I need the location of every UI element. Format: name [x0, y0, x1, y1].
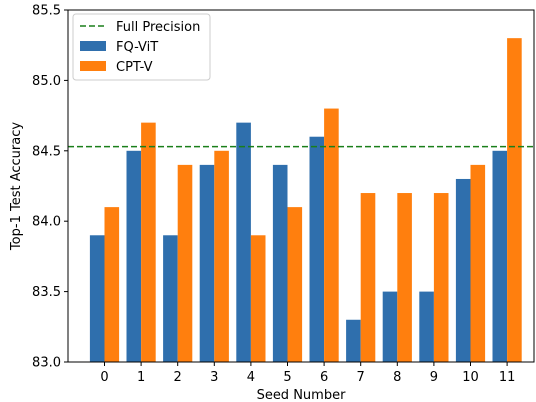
x-tick-label: 4: [247, 370, 255, 385]
fq-vit-bar: [346, 319, 361, 362]
fq-vit-bar: [272, 164, 288, 362]
x-tick-label: 10: [462, 370, 479, 385]
cpt-v-bar: [360, 193, 376, 362]
fq-vit-bar: [492, 150, 508, 362]
cpt-v-bar: [397, 193, 412, 362]
fq-vit-bar: [419, 291, 434, 362]
cpt-v-bar: [177, 164, 193, 362]
x-tick-label: 0: [100, 370, 108, 385]
fq-vit-bar: [89, 235, 105, 362]
x-tick-label: 1: [137, 370, 145, 385]
fq-vit-bar: [382, 291, 398, 362]
x-tick-label: 11: [499, 370, 516, 385]
x-tick-label: 8: [393, 370, 401, 385]
fq-vit-bar: [236, 122, 251, 362]
y-tick-label: 84.5: [32, 144, 61, 159]
legend-swatch-fq-vit: [80, 41, 106, 51]
cpt-v-bar: [141, 122, 156, 362]
y-tick-label: 83.5: [32, 285, 61, 300]
fq-vit-bar: [126, 150, 142, 362]
legend-label-full-precision: Full Precision: [116, 20, 200, 35]
y-axis-label: Top-1 Test Accuracy: [9, 122, 24, 251]
fq-vit-bar: [163, 235, 178, 362]
legend-label-fq-vit: FQ-ViT: [116, 40, 158, 55]
fq-vit-bar: [309, 136, 325, 362]
cpt-v-bar: [324, 108, 339, 362]
bars-layer: [89, 38, 522, 362]
x-tick-label: 6: [320, 370, 328, 385]
y-tick-label: 85.0: [32, 74, 61, 89]
x-tick-label: 5: [283, 370, 291, 385]
plot-frame: [67, 9, 535, 363]
cpt-v-bar: [287, 207, 303, 362]
legend: Full Precision FQ-ViT CPT-V: [72, 13, 211, 81]
x-axis-label: Seed Number: [257, 388, 347, 402]
legend-swatch-cpt-v: [80, 61, 106, 71]
cpt-v-bar: [470, 164, 486, 362]
legend-label-cpt-v: CPT-V: [116, 60, 153, 75]
fq-vit-bar: [199, 164, 215, 362]
cpt-v-bar: [250, 235, 266, 362]
cpt-v-bar: [433, 193, 449, 362]
y-tick-label: 83.0: [32, 356, 61, 371]
cpt-v-bar: [214, 150, 229, 362]
x-axis: 0 1 2 3 4 5 6 7 8 9 10 11: [100, 362, 515, 385]
cpt-v-bar: [104, 207, 120, 362]
x-tick-label: 2: [174, 370, 182, 385]
legend-box: [72, 13, 211, 81]
x-tick-label: 7: [357, 370, 365, 385]
y-tick-label: 84.0: [32, 215, 61, 230]
y-axis: 83.0 83.5 84.0 84.5 85.0 85.5: [32, 4, 68, 371]
cpt-v-bar: [507, 38, 522, 362]
x-tick-label: 9: [430, 370, 438, 385]
y-tick-label: 85.5: [32, 4, 61, 19]
x-tick-label: 3: [210, 370, 218, 385]
fq-vit-bar: [455, 178, 471, 362]
